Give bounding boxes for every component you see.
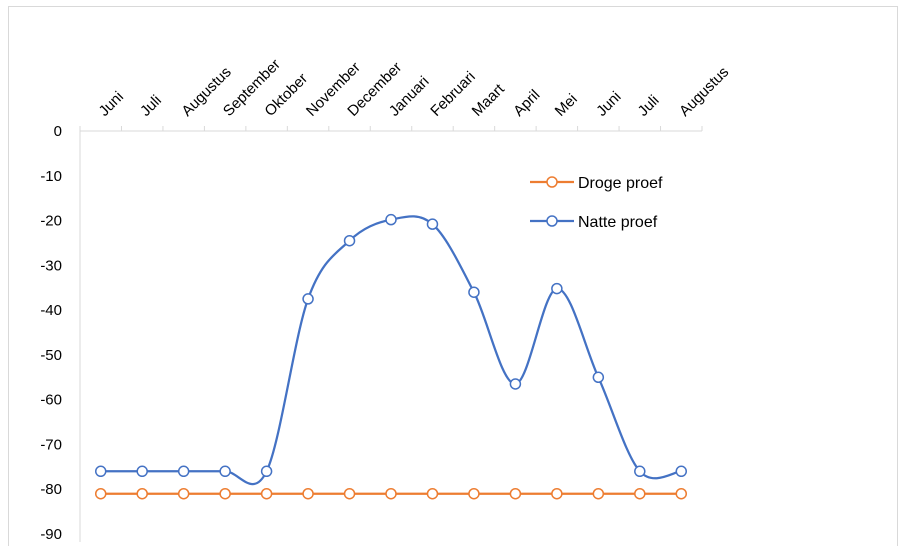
data-point [385, 487, 397, 500]
legend-entry: Droge proef [530, 175, 663, 192]
y-tick-label: -50 [40, 347, 62, 364]
data-point [260, 487, 273, 500]
data-point [468, 286, 480, 298]
series-1 [94, 487, 688, 500]
data-point [136, 465, 148, 478]
data-point [94, 465, 107, 478]
legend-label: Natte proef [578, 214, 658, 231]
data-point [343, 234, 356, 247]
x-tick-label: Mei [552, 91, 581, 120]
x-tick-label: Februari [427, 68, 479, 120]
x-tick-label: April [510, 87, 543, 120]
data-point [177, 487, 190, 500]
data-point [177, 465, 190, 478]
data-point [426, 487, 439, 500]
legend-label: Droge proef [578, 175, 663, 192]
x-tick-label: Juli [137, 92, 165, 120]
data-point [509, 378, 522, 390]
series-layer [94, 213, 688, 500]
data-point [468, 487, 480, 500]
data-point [94, 487, 107, 500]
data-point [675, 465, 688, 478]
y-tick-label: -40 [40, 302, 62, 319]
series-line [100, 215, 682, 486]
y-tick-label: -30 [40, 257, 62, 274]
data-point [634, 487, 646, 500]
data-point [509, 487, 522, 500]
series-2 [94, 213, 688, 486]
data-point [343, 487, 356, 500]
data-point [302, 487, 314, 500]
data-point [260, 465, 273, 478]
data-point [219, 487, 231, 500]
data-point [426, 218, 439, 230]
x-tick-label: Juli [635, 92, 663, 120]
data-point [219, 465, 231, 478]
legend-swatch-marker [546, 215, 558, 227]
data-point [592, 371, 605, 384]
data-point [592, 487, 605, 500]
y-tick-label: -20 [40, 213, 62, 230]
y-tick-label: -10 [40, 168, 62, 185]
data-point [675, 487, 688, 500]
y-tick-label: 0 [54, 123, 62, 140]
data-point [551, 282, 563, 295]
x-tick-label: Juni [593, 88, 624, 119]
chart-frame [8, 6, 898, 546]
data-point [634, 465, 646, 478]
legend: Droge proef Natte proef [530, 175, 663, 231]
data-point [551, 487, 563, 500]
data-point [302, 293, 314, 305]
data-point [136, 487, 148, 500]
legend-entry: Natte proef [530, 214, 658, 231]
x-tick-label: Maart [469, 80, 509, 120]
y-tick-label: -60 [40, 392, 62, 409]
x-tick-label: Augustus [676, 64, 732, 120]
x-tick-label: Juni [96, 88, 127, 119]
y-tick-label: -80 [40, 481, 62, 498]
legend-swatch-marker [546, 176, 558, 188]
y-tick-label: -90 [40, 526, 62, 542]
y-tick-label: -70 [40, 436, 62, 453]
data-point [385, 213, 397, 226]
